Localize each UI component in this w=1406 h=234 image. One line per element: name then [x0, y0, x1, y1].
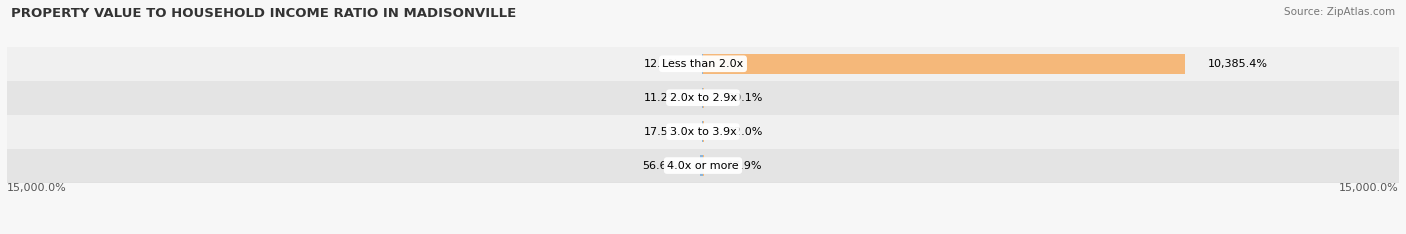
Text: 3.0x to 3.9x: 3.0x to 3.9x — [669, 127, 737, 137]
Bar — [703, 54, 1185, 74]
Text: Source: ZipAtlas.com: Source: ZipAtlas.com — [1284, 7, 1395, 17]
Text: Less than 2.0x: Less than 2.0x — [662, 59, 744, 69]
Text: 56.6%: 56.6% — [643, 161, 678, 171]
Text: 12.2%: 12.2% — [644, 59, 679, 69]
Bar — [7, 115, 1399, 149]
Bar — [703, 121, 704, 142]
Text: 15,000.0%: 15,000.0% — [1340, 183, 1399, 193]
Bar — [700, 155, 703, 176]
Text: 2.0x to 2.9x: 2.0x to 2.9x — [669, 93, 737, 103]
Bar — [7, 47, 1399, 81]
Text: 20.1%: 20.1% — [727, 93, 762, 103]
Text: 17.5%: 17.5% — [644, 127, 679, 137]
Text: 11.2%: 11.2% — [644, 93, 679, 103]
Text: 32.0%: 32.0% — [728, 127, 763, 137]
Text: 17.9%: 17.9% — [727, 161, 762, 171]
Text: 4.0x or more: 4.0x or more — [668, 161, 738, 171]
Bar — [7, 81, 1399, 115]
Text: 15,000.0%: 15,000.0% — [7, 183, 66, 193]
Text: PROPERTY VALUE TO HOUSEHOLD INCOME RATIO IN MADISONVILLE: PROPERTY VALUE TO HOUSEHOLD INCOME RATIO… — [11, 7, 516, 20]
Bar — [7, 149, 1399, 183]
Text: 10,385.4%: 10,385.4% — [1208, 59, 1268, 69]
Legend: Without Mortgage, With Mortgage: Without Mortgage, With Mortgage — [579, 232, 827, 234]
